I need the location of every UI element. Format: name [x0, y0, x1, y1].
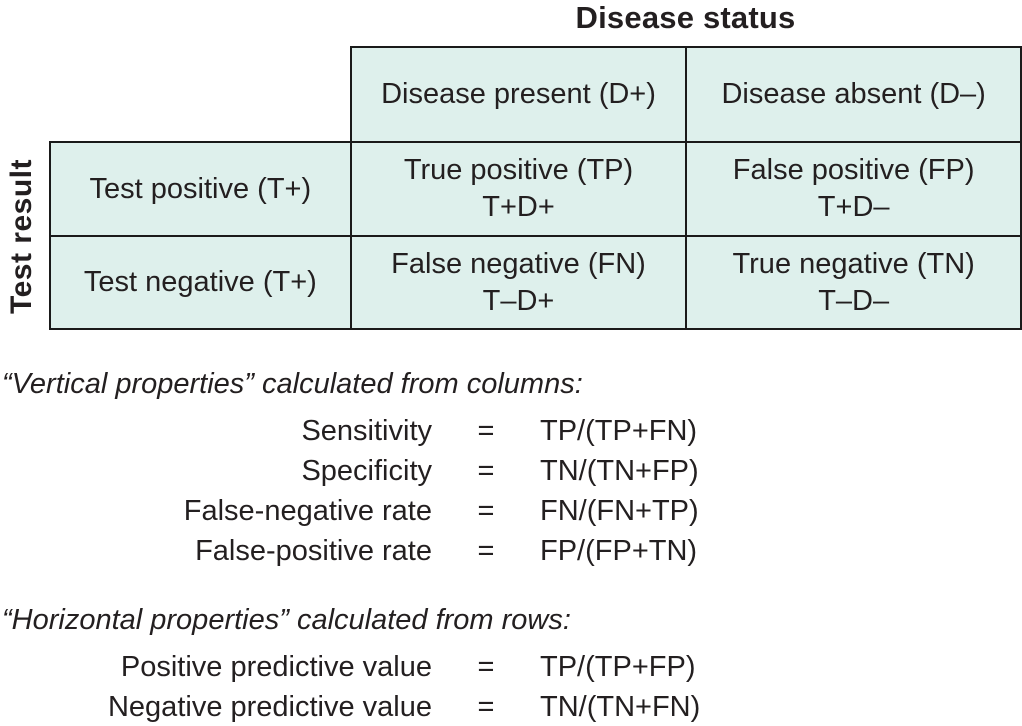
- contingency-table: Disease present (D+) Disease absent (D–)…: [49, 46, 1022, 330]
- cell-false-positive-code: T+D–: [817, 191, 890, 223]
- equals-sign: =: [477, 651, 495, 683]
- formula-row-negative-predictive-value: Negative predictive value = TN/(TN+FN): [0, 687, 800, 726]
- formula-row-positive-predictive-value: Positive predictive value = TP/(TP+FP): [0, 647, 800, 687]
- formula-label: Positive predictive value: [120, 651, 432, 683]
- cell-true-positive-code: T+D+: [482, 191, 555, 223]
- formula-value: TN/(TN+FP): [540, 455, 699, 487]
- formula-row-false-negative-rate: False-negative rate = FN/(FN+TP): [0, 491, 800, 531]
- formula-label: Sensitivity: [301, 415, 432, 447]
- cell-true-positive: True positive (TP) T+D+: [349, 141, 688, 237]
- formula-value: TP/(TP+FP): [540, 651, 696, 683]
- formula-row-sensitivity: Sensitivity = TP/(TP+FN): [0, 411, 800, 451]
- formula-value: FN/(FN+TP): [540, 495, 699, 527]
- table-corner-cell: [50, 47, 351, 142]
- table-row-test-positive: Test positive (T+) True positive (TP) T+…: [49, 141, 1022, 237]
- formula-value: TP/(TP+FN): [540, 415, 698, 447]
- table-header-row: Disease present (D+) Disease absent (D–): [50, 46, 1022, 143]
- formula-row-specificity: Specificity = TN/(TN+FP): [0, 451, 800, 491]
- cell-true-negative: True negative (TN) T–D–: [685, 235, 1022, 330]
- cell-false-negative: False negative (FN) T–D+: [349, 235, 688, 330]
- table-row-test-negative: Test negative (T+) False negative (FN) T…: [49, 235, 1022, 330]
- equals-sign: =: [477, 495, 495, 527]
- cell-true-negative-code: T–D–: [818, 284, 890, 317]
- formula-label: False-negative rate: [183, 495, 432, 527]
- cell-true-negative-label: True negative (TN): [732, 247, 975, 280]
- formula-row-false-positive-rate: False-positive rate = FP/(FP+TN): [0, 531, 800, 571]
- col-header-disease-present: Disease present (D+): [349, 46, 688, 143]
- col-header-disease-absent: Disease absent (D–): [685, 46, 1022, 143]
- formula-label: Specificity: [301, 455, 432, 487]
- cell-false-negative-label: False negative (FN): [391, 247, 646, 280]
- vertical-properties-section: “Vertical properties” calculated from co…: [0, 366, 800, 571]
- formula-label: False-positive rate: [195, 535, 432, 567]
- row-header-test-negative: Test negative (T+): [49, 235, 352, 330]
- formula-value: FP/(FP+TN): [540, 535, 698, 567]
- row-axis-title: Test result: [0, 143, 44, 330]
- formula-value: TN/(TN+FN): [540, 691, 701, 723]
- horizontal-properties-section: “Horizontal properties” calculated from …: [0, 602, 800, 726]
- formula-label: Negative predictive value: [107, 691, 432, 723]
- equals-sign: =: [477, 535, 495, 567]
- row-header-test-positive: Test positive (T+): [49, 141, 352, 237]
- horizontal-properties-heading: “Horizontal properties” calculated from …: [2, 604, 571, 636]
- equals-sign: =: [477, 455, 495, 487]
- equals-sign: =: [477, 415, 495, 447]
- cell-true-positive-label: True positive (TP): [403, 154, 634, 186]
- cell-false-positive: False positive (FP) T+D–: [685, 141, 1022, 237]
- column-axis-title: Disease status: [575, 0, 796, 35]
- cell-false-negative-code: T–D+: [482, 284, 555, 317]
- cell-false-positive-label: False positive (FP): [732, 154, 975, 186]
- row-axis-title-text: Test result: [5, 159, 38, 314]
- vertical-properties-heading: “Vertical properties” calculated from co…: [2, 368, 583, 400]
- equals-sign: =: [477, 691, 495, 723]
